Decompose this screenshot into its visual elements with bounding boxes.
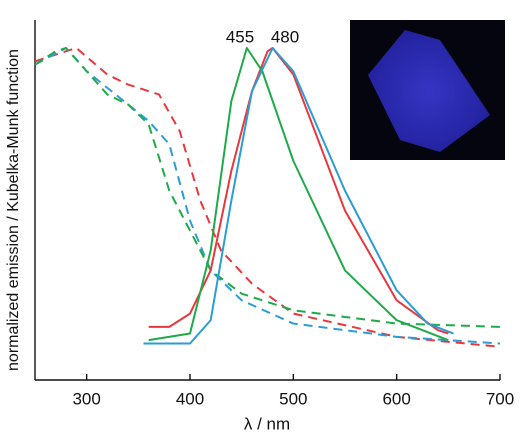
annotation: 480 <box>271 27 299 46</box>
x-tick-label: 500 <box>279 389 307 408</box>
y-axis-label: normalized emission / Kubelka-Munk funct… <box>5 49 22 371</box>
emission-line <box>148 47 449 342</box>
absorption-line <box>34 47 501 328</box>
x-tick-label: 600 <box>382 389 410 408</box>
absorption-line <box>34 47 501 348</box>
x-tick-label: 700 <box>486 389 514 408</box>
x-tick-label: 400 <box>176 389 204 408</box>
x-tick-label: 300 <box>72 389 100 408</box>
annotation: 455 <box>226 27 254 46</box>
emission-line <box>148 47 449 335</box>
x-axis-label: λ / nm <box>244 414 290 433</box>
crystal <box>368 30 490 152</box>
emission-line <box>143 47 454 345</box>
